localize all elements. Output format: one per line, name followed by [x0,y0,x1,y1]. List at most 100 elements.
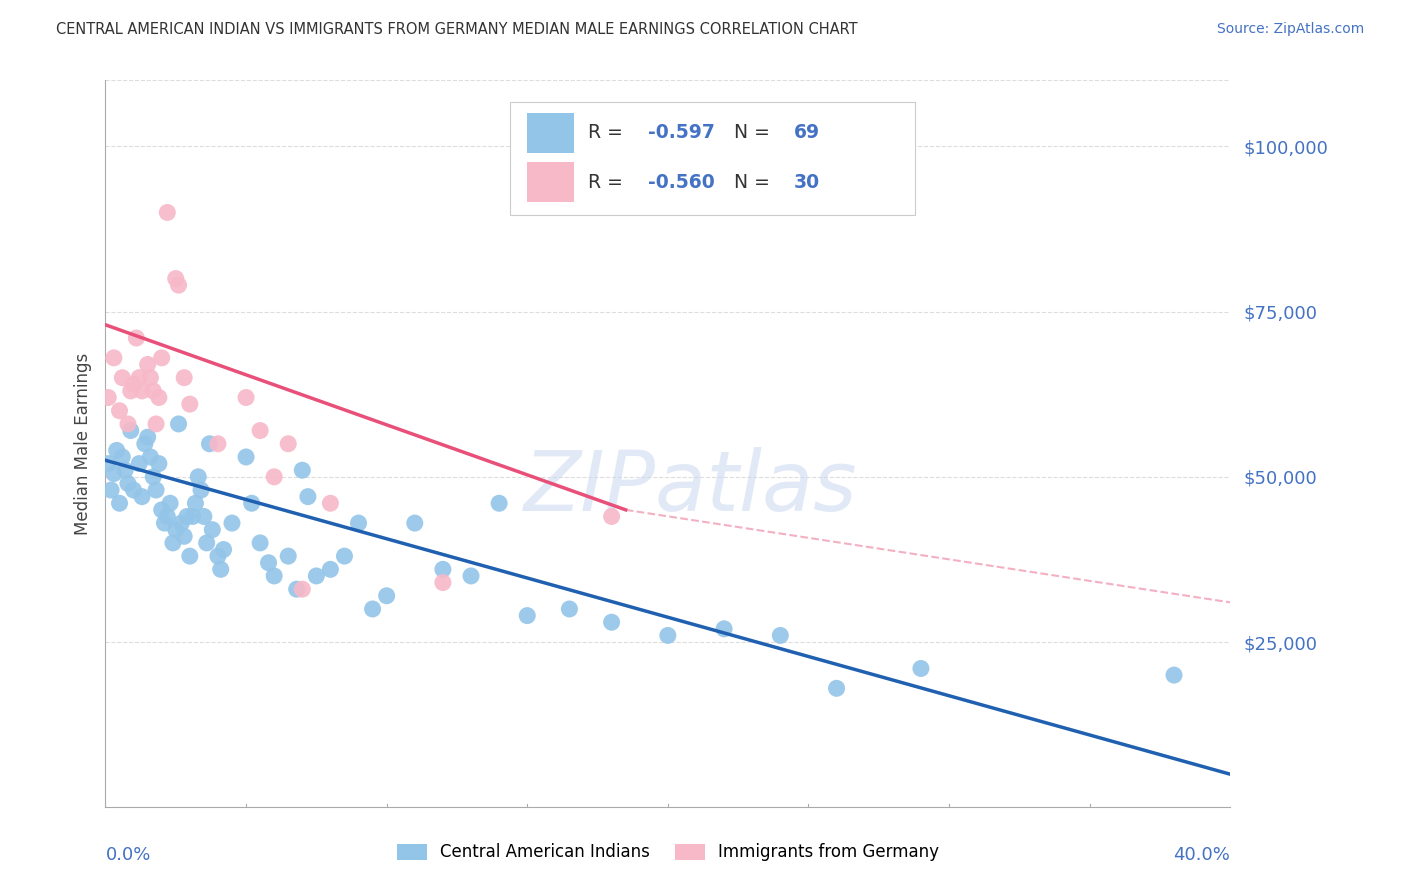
Point [156,509,179,524]
Point [333,549,356,563]
Point [162,536,184,550]
Point [134,436,156,450]
Point [600,615,623,630]
Point [713,622,735,636]
Point [201,523,224,537]
Point [139,370,162,384]
Point [221,516,243,530]
Point [108,403,131,417]
Point [404,516,426,530]
Text: 30: 30 [794,172,820,192]
Point [167,278,190,293]
Point [235,450,257,464]
Point [103,351,125,365]
Point [249,536,271,550]
Bar [527,162,575,202]
Point [181,509,204,524]
Point [212,542,235,557]
Point [159,496,181,510]
Text: R =: R = [588,172,628,192]
Text: -0.597: -0.597 [648,123,714,142]
Point [207,549,229,563]
Point [179,549,201,563]
Point [263,470,285,484]
Point [125,331,148,345]
Point [240,496,263,510]
Text: ZIPatlas: ZIPatlas [523,447,858,528]
Point [187,470,209,484]
Text: R =: R = [588,123,628,142]
Point [319,562,342,576]
Point [111,370,134,384]
Point [347,516,370,530]
Point [108,496,131,510]
Point [257,556,280,570]
Point [305,569,328,583]
Point [165,523,187,537]
Point [235,391,257,405]
Point [769,628,792,642]
Text: Source: ZipAtlas.com: Source: ZipAtlas.com [1216,22,1364,37]
Text: 69: 69 [794,123,820,142]
Point [184,496,207,510]
Point [375,589,398,603]
Point [105,443,128,458]
Point [122,483,145,497]
Point [97,457,120,471]
Point [179,397,201,411]
Point [176,509,198,524]
Point [136,358,159,372]
Bar [527,112,575,153]
Point [165,271,187,285]
Point [150,351,173,365]
Point [148,457,170,471]
Point [156,205,179,219]
Point [117,476,139,491]
Point [122,377,145,392]
Point [148,391,170,405]
FancyBboxPatch shape [510,102,915,215]
Point [103,467,125,481]
Point [910,661,932,675]
Point [209,562,232,576]
Point [432,575,454,590]
Point [114,463,136,477]
Point [173,370,195,384]
Point [297,490,319,504]
Point [277,436,299,450]
Text: N =: N = [734,172,776,192]
Point [277,549,299,563]
Point [153,516,176,530]
Point [657,628,679,642]
Point [291,463,314,477]
Text: 40.0%: 40.0% [1174,847,1230,864]
Point [488,496,510,510]
Point [825,681,848,696]
Point [173,529,195,543]
Point [128,457,150,471]
Point [207,436,229,450]
Point [150,503,173,517]
Point [516,608,538,623]
Point [128,370,150,384]
Point [195,536,218,550]
Y-axis label: Median Male Earnings: Median Male Earnings [73,352,91,535]
Point [145,417,167,431]
Point [111,450,134,464]
Point [319,496,342,510]
Point [263,569,285,583]
Point [136,430,159,444]
Point [131,490,153,504]
Point [131,384,153,398]
Point [193,509,215,524]
Point [139,450,162,464]
Point [167,417,190,431]
Point [600,509,623,524]
Text: N =: N = [734,123,776,142]
Legend: Central American Indians, Immigrants from Germany: Central American Indians, Immigrants fro… [389,837,946,868]
Point [170,516,193,530]
Point [117,417,139,431]
Point [142,470,165,484]
Point [100,483,122,497]
Point [249,424,271,438]
